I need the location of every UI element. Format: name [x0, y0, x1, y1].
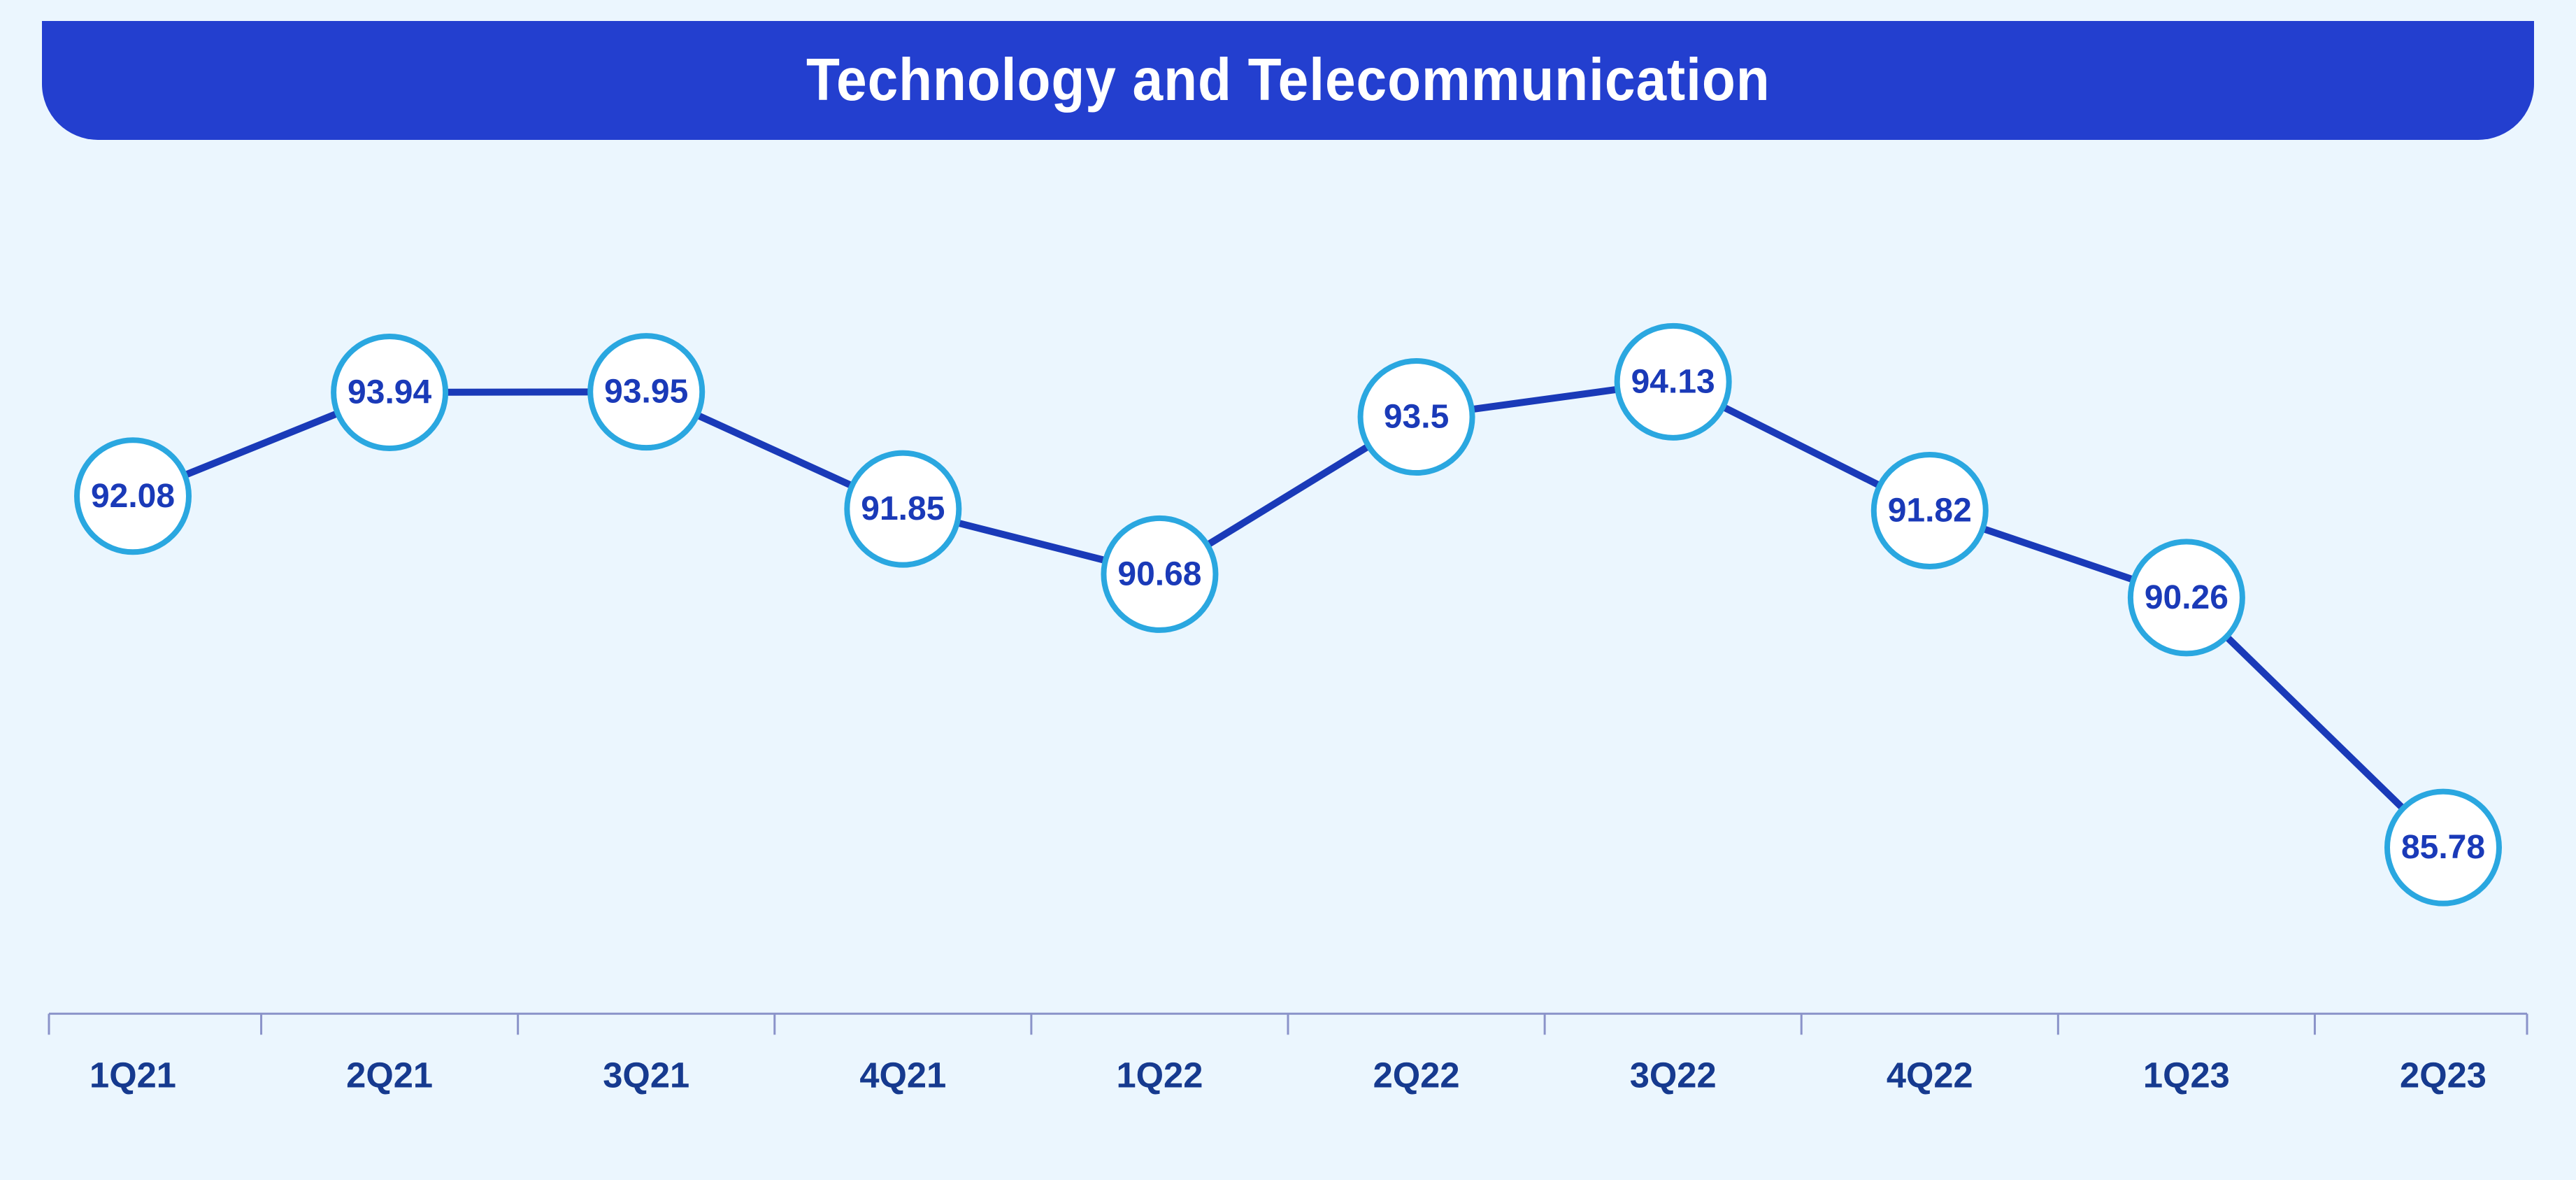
x-tick-label: 1Q22	[1116, 1055, 1203, 1095]
title-bar: Technology and Telecommunication	[42, 21, 2534, 140]
series-segment	[2228, 639, 2401, 806]
x-tick-label: 3Q21	[603, 1055, 689, 1095]
data-point-value: 93.95	[604, 374, 688, 411]
x-tick-label: 1Q23	[2143, 1055, 2230, 1095]
data-point-value: 93.94	[348, 374, 431, 411]
data-point: 93.94	[334, 336, 445, 448]
chart-stage: Technology and Telecommunication 1Q21 2Q2…	[0, 0, 2576, 1180]
data-point: 93.95	[590, 336, 702, 448]
data-point-value: 92.08	[91, 478, 175, 515]
x-tick-label: 3Q22	[1630, 1055, 1717, 1095]
data-point: 93.5	[1361, 361, 1473, 473]
series-segment	[1726, 408, 1877, 484]
x-tick-label: 1Q21	[90, 1055, 176, 1095]
series-segment	[960, 523, 1103, 560]
data-point-value: 85.78	[2401, 829, 2485, 866]
x-axis	[49, 1014, 2527, 1035]
data-point: 91.85	[847, 453, 959, 565]
data-point: 90.68	[1103, 518, 1215, 630]
line-chart-svg: 1Q21 2Q21 3Q21 4Q21 1Q22 2Q22 3Q22 4Q22 1Q23 2Q23…	[49, 182, 2527, 1138]
data-point-value: 91.85	[861, 490, 945, 527]
data-point: 85.78	[2387, 792, 2499, 904]
series-segment	[1475, 390, 1615, 408]
x-tick-label: 4Q22	[1887, 1055, 1973, 1095]
x-tick-label: 2Q23	[2400, 1055, 2486, 1095]
series-segment	[1985, 529, 2131, 578]
x-tick-label: 2Q21	[346, 1055, 433, 1095]
data-point-value: 91.82	[1888, 492, 1972, 529]
series-segment	[187, 414, 335, 474]
data-point: 91.82	[1874, 455, 1986, 567]
data-point-value: 90.68	[1117, 555, 1201, 592]
chart-title: Technology and Telecommunication	[806, 46, 1770, 115]
data-point-value: 93.5	[1384, 399, 1449, 436]
data-point: 92.08	[77, 440, 189, 552]
chart-area: 1Q21 2Q21 3Q21 4Q21 1Q22 2Q22 3Q22 4Q22 1Q23 2Q23…	[49, 182, 2527, 1138]
data-point-value: 90.26	[2145, 579, 2228, 616]
series-segment	[1210, 448, 1366, 543]
data-point: 94.13	[1617, 326, 1729, 438]
data-point: 90.26	[2131, 541, 2242, 653]
x-tick-label: 4Q21	[859, 1055, 946, 1095]
series-line	[187, 390, 2401, 806]
series-segment	[700, 416, 850, 485]
data-point-value: 94.13	[1631, 363, 1715, 400]
x-tick-label: 2Q22	[1373, 1055, 1460, 1095]
